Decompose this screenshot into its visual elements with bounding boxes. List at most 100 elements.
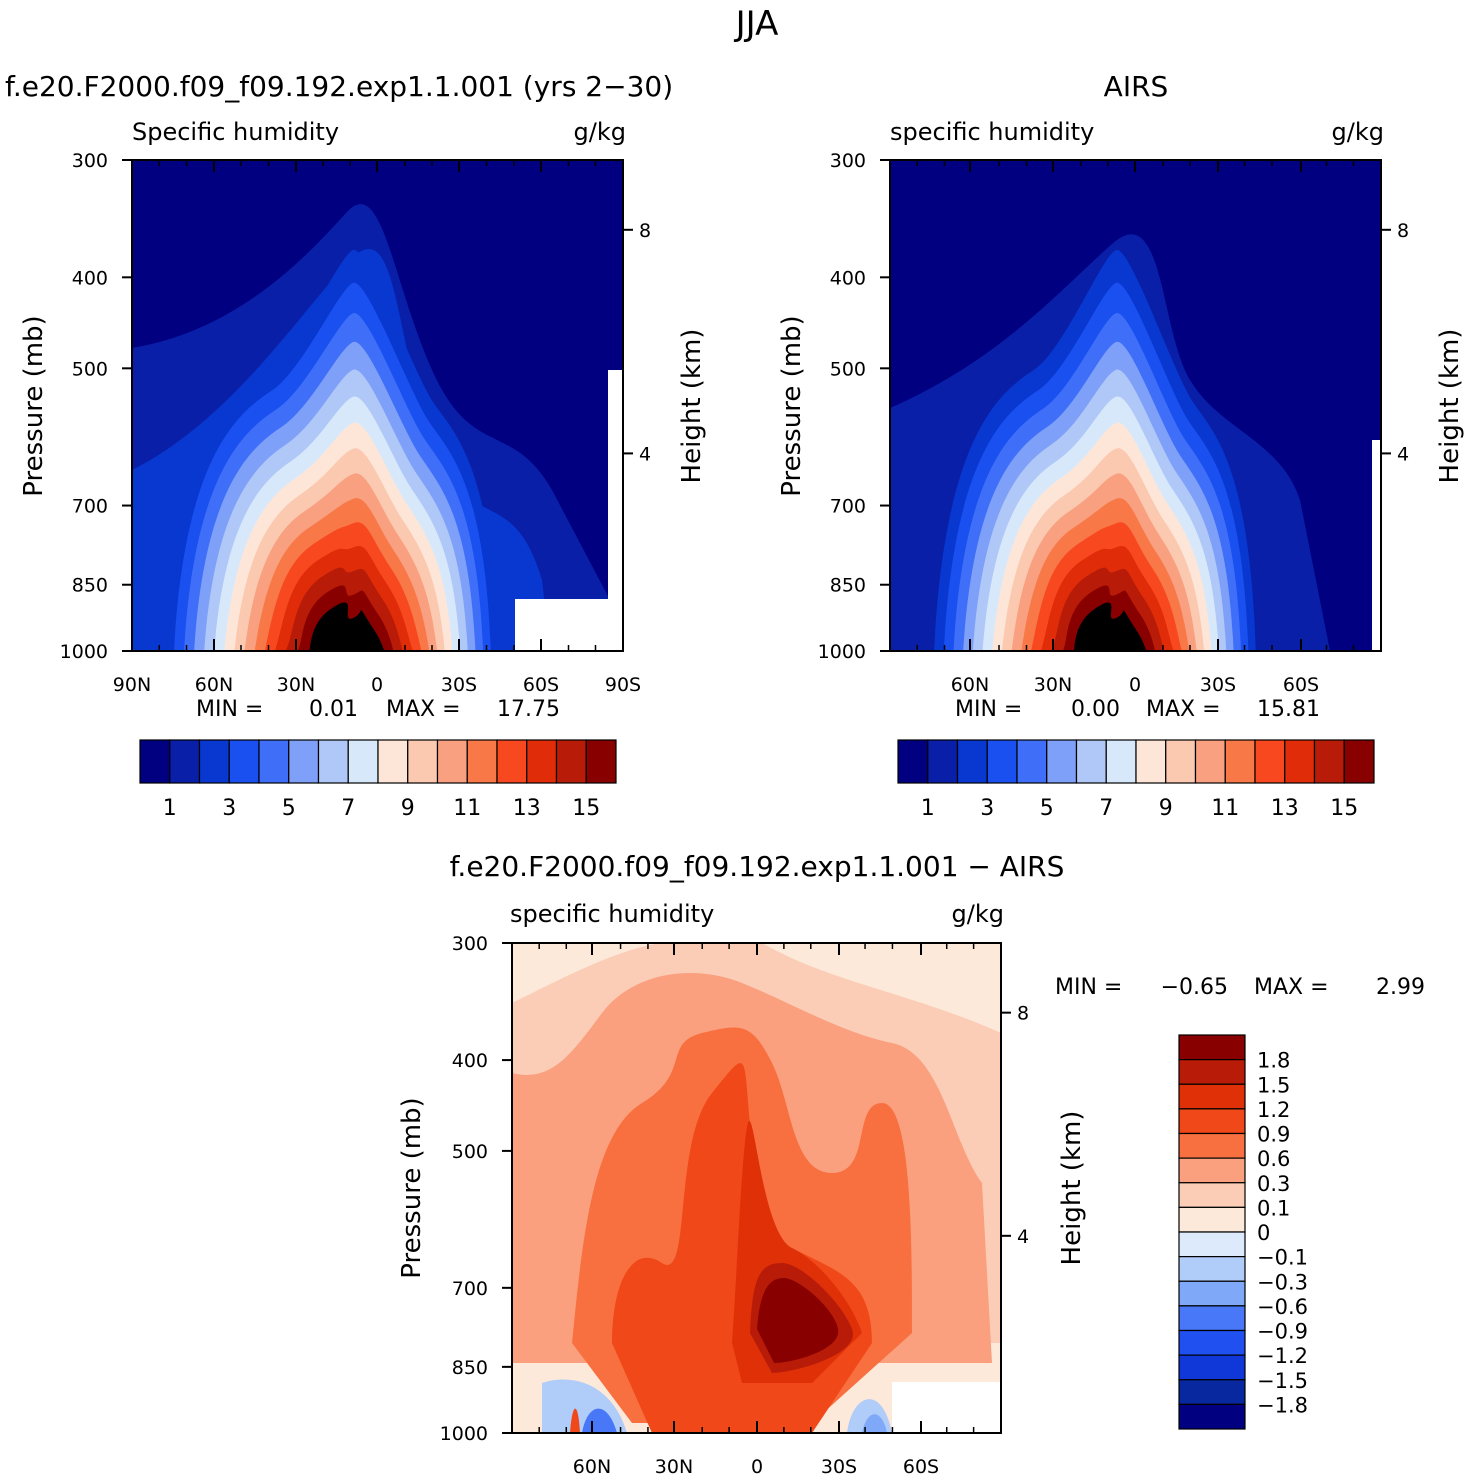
colorbar-label: 15 xyxy=(1330,796,1358,821)
units-label: g/kg xyxy=(952,900,1004,928)
panel-title: f.e20.F2000.f09_f09.192.exp1.1.001 − AIR… xyxy=(450,850,1065,883)
colorbar-label: 3 xyxy=(222,796,236,821)
variable-label: specific humidity xyxy=(890,118,1094,146)
colorbar-label: 11 xyxy=(1211,796,1239,821)
colorbar-swatch xyxy=(956,739,988,784)
min-label: MIN = xyxy=(1055,975,1122,1000)
colorbar-swatch xyxy=(198,739,230,784)
colorbar-swatch xyxy=(1105,739,1137,784)
colorbar-label: 7 xyxy=(341,796,355,821)
colorbar: 1 3 5 7 9 11 13 15 xyxy=(897,739,1375,821)
min-label: MIN = xyxy=(955,697,1022,722)
variable-label: specific humidity xyxy=(510,900,714,928)
colorbar-label: 1.5 xyxy=(1257,1073,1290,1097)
min-value: −0.65 xyxy=(1161,975,1228,1000)
contour-fill xyxy=(512,943,1001,1433)
colorbar-swatch xyxy=(1075,739,1107,784)
colorbar-swatch xyxy=(1016,739,1048,784)
x-tick-label: 60S xyxy=(523,674,559,696)
colorbar-swatch xyxy=(169,739,201,784)
colorbar-label: −0.1 xyxy=(1257,1246,1308,1270)
panel-title: f.e20.F2000.f09_f09.192.exp1.1.001 (yrs … xyxy=(5,70,673,103)
y-tick-label: 850 xyxy=(452,1357,488,1379)
colorbar-swatch xyxy=(1194,739,1226,784)
colorbar-swatch xyxy=(377,739,409,784)
min-value: 0.01 xyxy=(309,697,358,722)
colorbar-swatch xyxy=(466,739,498,784)
contour-fill xyxy=(890,160,1381,651)
contour-band xyxy=(862,1414,887,1433)
colorbar: 1.81.51.20.90.60.30.10−0.1−0.3−0.6−0.9−1… xyxy=(1178,1034,1308,1430)
x-tick-label: 0 xyxy=(751,1456,763,1478)
colorbar-label: 0.3 xyxy=(1257,1172,1290,1196)
x-tick-label: 0 xyxy=(1129,674,1141,696)
colorbar-swatch xyxy=(228,739,260,784)
colorbar-label: −0.3 xyxy=(1257,1270,1308,1294)
colorbar-label: 0.9 xyxy=(1257,1123,1290,1147)
colorbar-swatch xyxy=(555,739,587,784)
y2-axis-title: Height (km) xyxy=(1057,1111,1087,1266)
y-tick-label: 400 xyxy=(452,1050,488,1072)
variable-label: Specific humidity xyxy=(132,118,339,146)
colorbar-swatch xyxy=(1178,1231,1246,1258)
colorbar-label: 7 xyxy=(1099,796,1113,821)
colorbar-swatch xyxy=(585,739,617,784)
colorbar-label: 5 xyxy=(282,796,296,821)
colorbar-swatch xyxy=(1178,1108,1246,1135)
colorbar-swatch xyxy=(496,739,528,784)
contour-band xyxy=(582,1408,617,1433)
y-tick-label: 700 xyxy=(452,1278,488,1300)
contour-band xyxy=(757,1278,839,1363)
max-label: MAX = xyxy=(1254,975,1329,1000)
y-tick-label: 300 xyxy=(452,933,488,955)
y-axis-title: Pressure (mb) xyxy=(19,315,49,496)
y-tick-label: 400 xyxy=(830,267,866,289)
colorbar-swatch xyxy=(897,739,929,784)
colorbar-swatch xyxy=(1046,739,1078,784)
units-label: g/kg xyxy=(574,118,626,146)
colorbar-swatch xyxy=(1178,1206,1246,1233)
colorbar-label: 1 xyxy=(163,796,177,821)
y-axis-title: Pressure (mb) xyxy=(777,315,807,496)
colorbar-swatch xyxy=(526,739,558,784)
panel-diff: f.e20.F2000.f09_f09.192.exp1.1.001 − AIR… xyxy=(397,850,1425,1478)
min-value: 0.00 xyxy=(1071,697,1120,722)
x-tick-label: 30S xyxy=(1200,674,1236,696)
contour-band xyxy=(570,1408,580,1433)
colorbar-swatch xyxy=(258,739,290,784)
x-tick-label: 60N xyxy=(573,1456,611,1478)
x-tick-label: 0 xyxy=(371,674,383,696)
colorbar-label: 0.1 xyxy=(1257,1196,1290,1220)
y2-tick-label: 8 xyxy=(639,220,651,242)
colorbar-swatch xyxy=(1178,1034,1246,1061)
missing-data xyxy=(515,599,623,651)
x-tick-label: 30S xyxy=(441,674,477,696)
colorbar-label: 0.6 xyxy=(1257,1147,1290,1171)
y-tick-label: 700 xyxy=(830,496,866,518)
colorbar-swatch xyxy=(1178,1329,1246,1356)
colorbar-swatch xyxy=(1224,739,1256,784)
x-tick-label: 60S xyxy=(903,1456,939,1478)
missing-data xyxy=(608,370,623,651)
y-tick-label: 500 xyxy=(72,358,108,380)
colorbar-swatch xyxy=(407,739,439,784)
y-tick-label: 500 xyxy=(452,1141,488,1163)
colorbar-label: 1 xyxy=(921,796,935,821)
colorbar-swatch xyxy=(1284,739,1316,784)
y-tick-label: 1000 xyxy=(818,641,866,663)
colorbar-label: −0.9 xyxy=(1257,1320,1308,1344)
colorbar-swatch xyxy=(1178,1403,1246,1430)
y2-axis-title: Height (km) xyxy=(1435,329,1465,484)
y2-tick-label: 8 xyxy=(1397,220,1409,242)
colorbar-swatch xyxy=(1178,1132,1246,1159)
colorbar-label: −1.2 xyxy=(1257,1344,1308,1368)
panel-obs: AIRS specific humidity g/kg 300400500700… xyxy=(777,70,1465,821)
colorbar-swatch xyxy=(1178,1305,1246,1332)
y-tick-label: 300 xyxy=(72,150,108,172)
y-tick-label: 1000 xyxy=(60,641,108,663)
colorbar-label: 1.2 xyxy=(1257,1098,1290,1122)
min-label: MIN = xyxy=(196,697,263,722)
max-value: 17.75 xyxy=(497,697,560,722)
page-title: JJA xyxy=(734,4,779,44)
